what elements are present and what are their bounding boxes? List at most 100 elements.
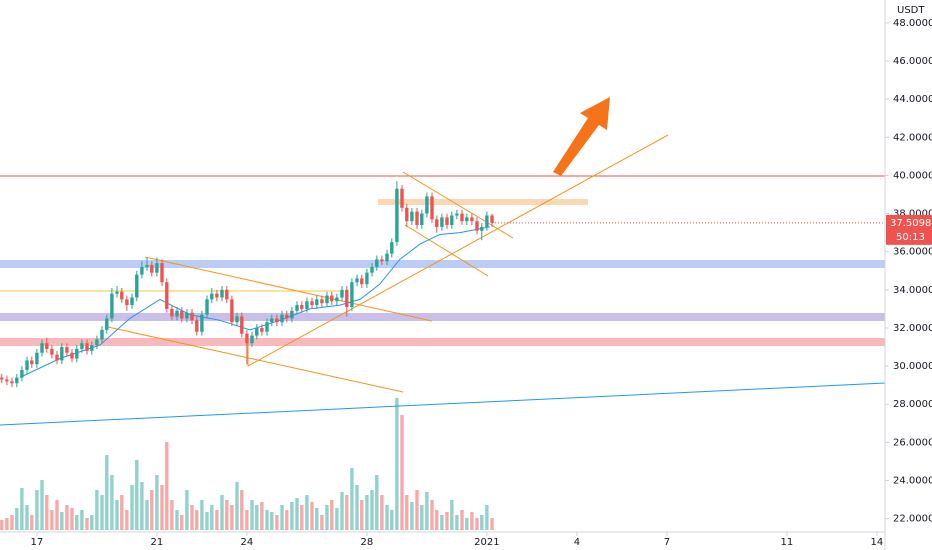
volume-bar bbox=[310, 502, 314, 530]
volume-bar bbox=[270, 512, 274, 530]
volume-bar bbox=[485, 505, 489, 530]
volume-bar bbox=[430, 500, 434, 530]
volume-bar bbox=[10, 515, 14, 530]
candle-body bbox=[360, 278, 364, 285]
volume-bar bbox=[475, 518, 479, 530]
arrow bbox=[553, 97, 610, 176]
candle-body bbox=[220, 289, 224, 298]
volume-bar bbox=[450, 500, 454, 530]
candle-body bbox=[275, 318, 279, 323]
candle-body bbox=[185, 312, 189, 319]
volume-bar bbox=[245, 510, 249, 530]
candle-body bbox=[120, 291, 124, 300]
candle-body bbox=[245, 333, 249, 344]
candle-body bbox=[250, 335, 254, 344]
candle-body bbox=[35, 352, 39, 365]
candle-body bbox=[0, 377, 4, 380]
countdown-label: 50:13 bbox=[896, 232, 925, 243]
candle-body bbox=[390, 242, 394, 254]
volume-bar bbox=[55, 500, 59, 530]
candle-body bbox=[490, 215, 494, 223]
candle-body bbox=[155, 263, 159, 273]
volume-bar bbox=[335, 508, 339, 530]
candle-body bbox=[445, 217, 449, 226]
volume-bar bbox=[265, 510, 269, 530]
candle-body bbox=[450, 215, 454, 226]
candle-body bbox=[365, 272, 369, 285]
volume-bar bbox=[235, 482, 239, 530]
volume-bar bbox=[20, 488, 24, 530]
candle-body bbox=[420, 213, 424, 226]
volume-bar bbox=[40, 480, 44, 530]
volume-bar bbox=[110, 475, 114, 530]
volume-bar bbox=[190, 505, 194, 530]
candle-body bbox=[425, 196, 429, 214]
candle-body bbox=[240, 316, 244, 334]
x-tick-label: 17 bbox=[31, 537, 44, 548]
y-tick-label: 42.0000 bbox=[893, 132, 932, 143]
volume-bar bbox=[75, 515, 79, 530]
volume-bar bbox=[405, 495, 409, 530]
y-tick-label: 28.0000 bbox=[893, 399, 932, 410]
volume-bar bbox=[465, 518, 469, 530]
candle-body bbox=[145, 265, 149, 267]
flag-line bbox=[402, 171, 514, 239]
candle-body bbox=[210, 293, 214, 300]
candle-body bbox=[330, 295, 334, 302]
volume-bar bbox=[470, 512, 474, 530]
x-tick-label: 2021 bbox=[474, 537, 499, 548]
volume-bar bbox=[230, 505, 234, 530]
candle-body bbox=[335, 297, 339, 302]
candle-body bbox=[380, 259, 384, 262]
volume-bar bbox=[375, 475, 379, 530]
candle-body bbox=[350, 282, 354, 307]
volume-bar bbox=[445, 512, 449, 530]
candle-body bbox=[140, 266, 144, 275]
volume-bar bbox=[205, 512, 209, 530]
x-tick-label: 21 bbox=[151, 537, 164, 548]
candle-body bbox=[435, 219, 439, 227]
candle-body bbox=[270, 318, 274, 323]
volume-bar bbox=[390, 510, 394, 530]
candle-body bbox=[285, 314, 289, 319]
y-tick-label: 24.0000 bbox=[893, 476, 932, 487]
candle-body bbox=[135, 274, 139, 298]
candle-body bbox=[345, 289, 349, 307]
candle-body bbox=[25, 360, 29, 370]
candle-body bbox=[80, 343, 84, 349]
y-tick-label: 44.0000 bbox=[893, 94, 932, 105]
volume-bar bbox=[200, 500, 204, 530]
last-price-label: 37.5098 bbox=[890, 218, 931, 229]
volume-bar bbox=[255, 505, 259, 530]
candle-body bbox=[15, 377, 19, 384]
y-tick-label: 36.0000 bbox=[893, 247, 932, 258]
volume-bar bbox=[320, 515, 324, 530]
candle-body bbox=[180, 310, 184, 319]
candle-body bbox=[455, 213, 459, 216]
volume-bar bbox=[345, 495, 349, 530]
volume-bar bbox=[360, 500, 364, 530]
candle-body bbox=[205, 299, 209, 315]
volume-bar bbox=[15, 508, 19, 530]
volume-bar bbox=[140, 482, 144, 530]
moving-average bbox=[19, 226, 490, 378]
x-tick-label: 14 bbox=[871, 537, 884, 548]
candle-body bbox=[105, 318, 109, 330]
volume-bar bbox=[330, 500, 334, 530]
trend-line bbox=[0, 382, 886, 426]
volume-bar bbox=[380, 495, 384, 530]
volume-bar bbox=[70, 508, 74, 530]
volume-bar bbox=[410, 502, 414, 530]
candle-body bbox=[235, 316, 239, 323]
candle-body bbox=[60, 347, 64, 361]
candle-body bbox=[480, 226, 484, 231]
candle-body bbox=[315, 299, 319, 306]
candle-body bbox=[310, 301, 314, 306]
volume-bar bbox=[415, 490, 419, 530]
candle-body bbox=[255, 327, 259, 336]
volume-bar bbox=[420, 505, 424, 530]
x-tick-label: 7 bbox=[664, 537, 670, 548]
candle-body bbox=[430, 196, 434, 220]
candle-body bbox=[125, 299, 129, 306]
time-axis bbox=[0, 532, 885, 550]
